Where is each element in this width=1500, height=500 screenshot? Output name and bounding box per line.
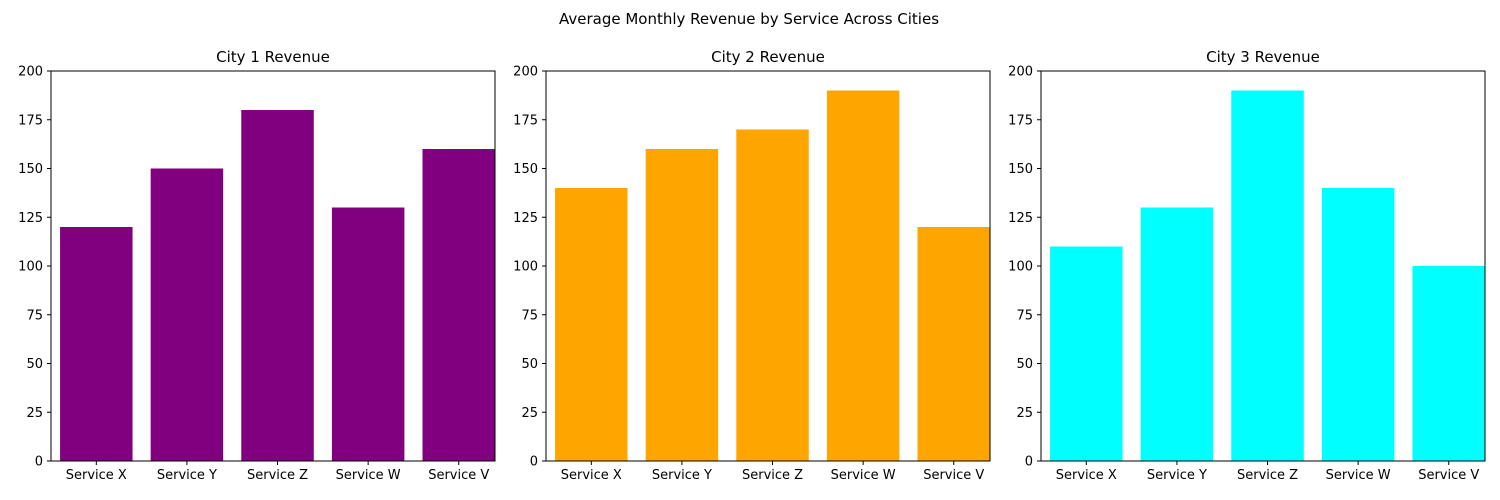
subplot-city-2: City 2 Revenue 0 25 50 75 100 125 150 175 200 Serv… [513, 48, 991, 483]
bar [422, 149, 495, 461]
bar [1231, 90, 1304, 461]
y-tick-label: 25 [521, 406, 538, 421]
bar [1140, 207, 1214, 461]
x-tick-label: Service W [831, 468, 896, 483]
x-tick-label: Service Y [157, 468, 217, 483]
x-tick-label: Service V [428, 468, 489, 483]
bar [555, 188, 628, 461]
x-tick-label: Service Y [1147, 468, 1207, 483]
x-tick-label: Service V [1418, 468, 1479, 483]
x-tick-label: Service W [336, 468, 401, 483]
y-tick-label: 25 [1016, 406, 1033, 421]
y-tick-label: 75 [1016, 308, 1033, 323]
y-tick-label: 50 [521, 357, 538, 372]
y-tick-label: 200 [513, 65, 538, 80]
x-tick-label: Service X [1056, 468, 1117, 483]
bar [60, 227, 133, 461]
y-tick-label: 0 [1025, 455, 1033, 470]
bar [1412, 266, 1485, 461]
y-tick-label: 0 [35, 455, 43, 470]
y-tick-label: 150 [18, 162, 43, 177]
bar [1321, 188, 1395, 461]
bar [736, 129, 809, 461]
bar [645, 149, 719, 461]
y-tick-label: 50 [1016, 357, 1033, 372]
y-tick-label: 125 [513, 211, 538, 226]
x-tick-label: Service V [923, 468, 984, 483]
y-tick-label: 150 [1008, 162, 1033, 177]
y-tick-label: 150 [513, 162, 538, 177]
y-tick-label: 125 [1008, 211, 1033, 226]
x-tick-label: Service Y [652, 468, 712, 483]
subplot-city-3: City 3 Revenue 0 25 50 75 100 125 150 175 200 Serv… [1008, 48, 1486, 483]
bar [331, 207, 405, 461]
y-tick-label: 25 [26, 406, 43, 421]
bar [826, 90, 900, 461]
bar [150, 168, 224, 461]
subplot-title: City 2 Revenue [711, 48, 825, 66]
x-tick-label: Service Z [247, 468, 308, 483]
y-tick-label: 0 [530, 455, 538, 470]
subplot-city-1: City 1 Revenue 0 25 50 75 100 125 150 175 200 Serv… [18, 48, 496, 483]
y-tick-label: 125 [18, 211, 43, 226]
y-tick-label: 50 [26, 357, 43, 372]
subplots: City 1 Revenue 0 25 50 75 100 125 150 175 200 Serv… [18, 48, 1486, 483]
y-tick-label: 200 [1008, 65, 1033, 80]
y-tick-label: 175 [1008, 113, 1033, 128]
axes-frame [545, 70, 991, 462]
y-tick-label: 175 [18, 113, 43, 128]
y-tick-label: 75 [26, 308, 43, 323]
figure-title: Average Monthly Revenue by Service Acros… [559, 10, 939, 28]
y-tick-label: 100 [1008, 260, 1033, 275]
y-tick-label: 75 [521, 308, 538, 323]
axes-frame [50, 70, 496, 462]
x-tick-label: Service X [561, 468, 622, 483]
x-tick-label: Service X [66, 468, 127, 483]
y-tick-label: 100 [513, 260, 538, 275]
subplot-title: City 3 Revenue [1206, 48, 1320, 66]
y-tick-label: 175 [513, 113, 538, 128]
axes-frame [1040, 70, 1486, 462]
subplot-title: City 1 Revenue [216, 48, 330, 66]
bar [1050, 246, 1123, 461]
bar [241, 110, 314, 461]
y-tick-label: 100 [18, 260, 43, 275]
x-tick-label: Service Z [1237, 468, 1298, 483]
x-tick-label: Service Z [742, 468, 803, 483]
y-tick-label: 200 [18, 65, 43, 80]
bar [917, 227, 990, 461]
x-tick-label: Service W [1326, 468, 1391, 483]
